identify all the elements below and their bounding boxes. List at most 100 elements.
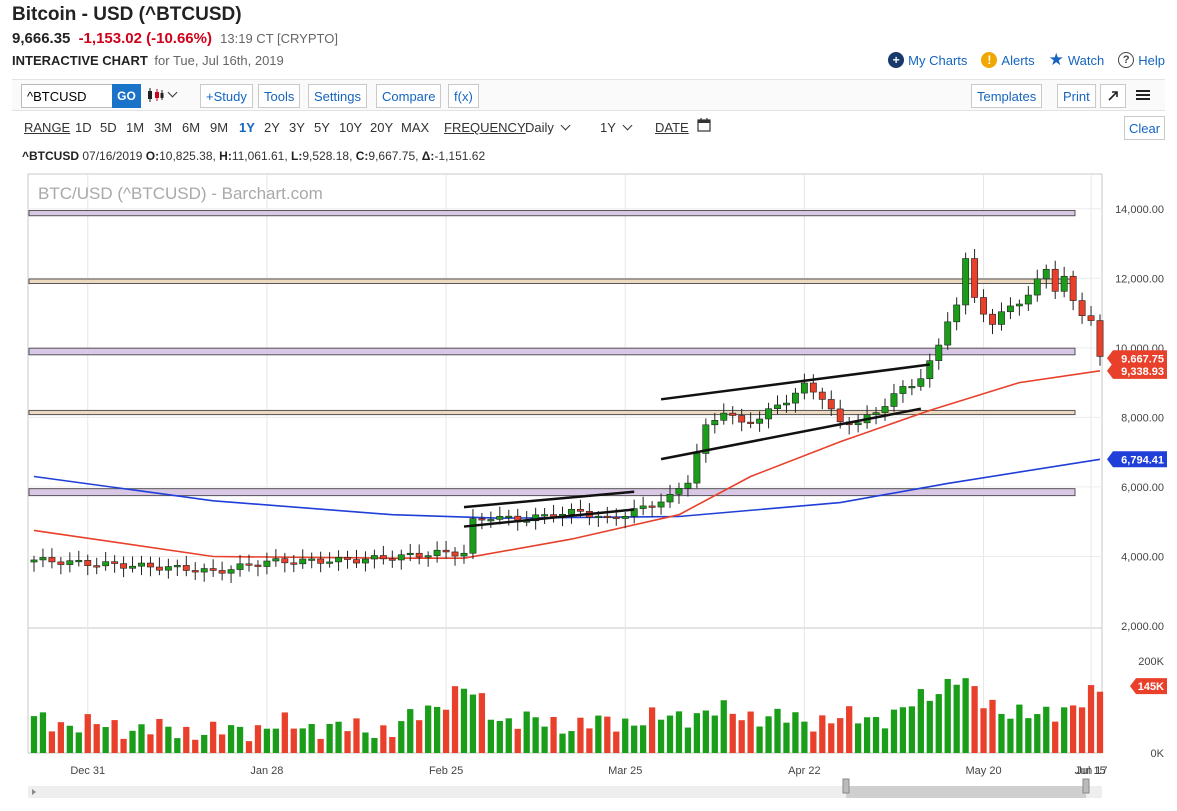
watch-link[interactable]: ★ Watch [1049,50,1105,70]
candle-body [935,344,943,361]
candle-body [854,422,862,426]
settings-button[interactable]: Settings [308,84,367,108]
candle-body [532,514,540,522]
print-button[interactable]: Print [1057,84,1096,108]
candle-body [353,559,360,564]
fx-button[interactable]: f(x) [448,84,479,108]
candle-body [693,453,701,484]
clear-button[interactable]: Clear [1124,116,1165,140]
candle-body [254,564,262,567]
trend-line [463,490,635,509]
volume-bar [908,706,916,753]
volume-bar [675,711,683,753]
help-label: Help [1138,52,1165,68]
period-dropdown[interactable]: 1Y [600,120,633,135]
candle-body [1096,320,1104,357]
candle-body [227,569,235,574]
candle-body [747,421,755,424]
volume-bar [183,726,190,753]
scroll-left-arrow-icon[interactable] [32,789,36,795]
volume-bar [810,731,817,753]
ohlc-close-label: C: [355,149,369,163]
range-2y[interactable]: 2Y [264,120,280,135]
volume-bar [846,706,853,753]
my-charts-link[interactable]: + My Charts [888,52,967,68]
candle-body [774,404,781,410]
scrollbar-handle-right[interactable] [1082,778,1090,794]
candle-body [209,568,217,571]
candle-body [478,518,486,521]
templates-button[interactable]: Templates [971,84,1043,108]
volume-bar [120,738,127,753]
frequency-dropdown[interactable]: Daily [525,120,571,135]
scrollbar-handle-left[interactable] [842,778,850,794]
volume-bar [156,719,163,753]
candle-body [648,505,656,508]
range-max[interactable]: MAX [401,120,430,135]
volume-bar [138,724,145,753]
chart-type-dropdown[interactable] [146,87,178,103]
candle-body [568,509,575,515]
volume-bar [872,717,880,753]
time-scrollbar-track[interactable] [28,786,1102,798]
volume-bar [523,711,530,753]
candle-body [487,519,495,522]
volume-bar [478,693,486,753]
range-3y[interactable]: 3Y [289,120,305,135]
frequency-label[interactable]: FREQUENCY [444,120,526,135]
range-9m[interactable]: 9M [210,120,229,135]
range-1y[interactable]: 1Y [239,120,255,135]
study-button[interactable]: +Study [200,84,253,108]
volume-bar [648,707,656,753]
volume-bar [774,708,781,753]
volume-axis-tick-label: 200K [1138,656,1164,668]
volume-bar [227,725,235,753]
candle-body [344,557,351,560]
candle-body [962,258,970,306]
ohlc-delta-label: Δ: [421,149,435,163]
range-label[interactable]: RANGE [24,120,71,135]
candle-body [729,412,737,416]
range-5y[interactable]: 5Y [314,120,330,135]
volume-bar [747,711,754,753]
volume-bar [1069,705,1077,753]
volume-bar [514,728,521,753]
compare-button[interactable]: Compare [376,84,442,108]
help-icon: ? [1118,52,1135,68]
alerts-link[interactable]: ! Alerts [981,52,1035,68]
volume-bar [353,718,360,753]
symbol-input[interactable] [21,84,126,108]
volume-bar [210,721,217,753]
help-link[interactable]: ? Help [1118,52,1165,68]
volume-bar [666,715,674,753]
go-button[interactable]: GO [112,84,141,108]
range-5d[interactable]: 5D [100,120,117,135]
date-label[interactable]: DATE [655,120,689,135]
tools-button[interactable]: Tools [258,84,301,108]
range-6m[interactable]: 6M [182,120,201,135]
fullscreen-button[interactable] [1100,84,1126,108]
candle-body [57,561,65,565]
calendar-button[interactable] [697,117,711,135]
menu-button[interactable] [1135,87,1151,105]
ohlc-high: 11,061.61 [231,149,285,163]
range-1m[interactable]: 1M [126,120,145,135]
volume-bar [218,734,226,753]
range-20y[interactable]: 20Y [370,120,394,135]
candle-body [917,378,925,387]
volume-bar [684,727,692,753]
range-3m[interactable]: 3M [154,120,173,135]
volume-bar [801,721,808,753]
volume-last-tag: 145K [1138,681,1164,693]
volume-axis-tick-label: 0K [1151,748,1165,760]
range-1d[interactable]: 1D [75,120,92,135]
time-scrollbar-thumb[interactable] [846,786,1086,798]
range-10y[interactable]: 10Y [339,120,363,135]
candle-body [657,501,665,508]
volume-bar [129,730,136,753]
candle-body [953,304,961,323]
candle-body [263,560,271,567]
candle-body [791,392,799,404]
volume-bar [57,722,65,753]
